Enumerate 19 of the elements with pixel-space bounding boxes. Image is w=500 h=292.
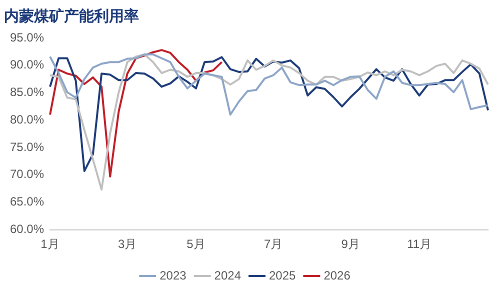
- legend-label: 2026: [324, 268, 351, 282]
- y-tick-label: 85.0%: [10, 85, 44, 100]
- y-tick-label: 65.0%: [10, 194, 44, 209]
- y-tick-label: 75.0%: [10, 140, 44, 154]
- x-tick-label: 1月: [40, 237, 60, 252]
- chart-title: 内蒙煤矿产能利用率: [4, 7, 139, 26]
- x-tick-label: 11月: [407, 237, 432, 252]
- x-tick-label: 9月: [341, 237, 360, 252]
- x-tick-label: 7月: [264, 237, 283, 252]
- y-tick-label: 90.0%: [10, 58, 44, 72]
- y-tick-label: 80.0%: [10, 112, 44, 126]
- legend-label: 2025: [269, 268, 296, 282]
- legend-label: 2024: [214, 268, 242, 282]
- y-tick-label: 70.0%: [10, 167, 44, 182]
- y-tick-label: 60.0%: [10, 222, 44, 236]
- x-tick-label: 3月: [118, 237, 137, 252]
- legend-label: 2023: [160, 268, 187, 282]
- x-tick-label: 5月: [186, 237, 206, 252]
- y-tick-label: 95.0%: [10, 30, 44, 44]
